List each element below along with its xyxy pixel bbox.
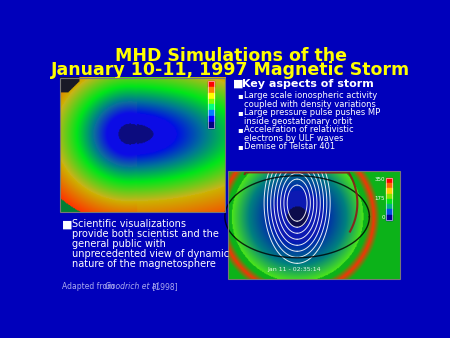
Text: ■: ■ [233,79,243,89]
Bar [387,183,392,188]
Text: coupled with density variations: coupled with density variations [244,100,376,109]
Bar [387,215,392,220]
Bar [208,99,214,104]
Text: Large scale ionospheric activity: Large scale ionospheric activity [244,91,377,100]
Bar [208,116,214,122]
Text: unprecedented view of dynamic: unprecedented view of dynamic [72,249,229,259]
Bar [387,178,392,220]
Text: Acceleration of relativistic: Acceleration of relativistic [244,125,353,134]
Text: general public with: general public with [72,239,166,249]
Bar [208,81,214,127]
Bar [387,188,392,193]
Bar [387,199,392,204]
Text: Large pressure pulse pushes MP: Large pressure pulse pushes MP [244,108,380,117]
Text: ▪: ▪ [238,108,243,117]
Text: inside geostationary orbit: inside geostationary orbit [244,117,352,126]
Text: Demise of Telstar 401: Demise of Telstar 401 [244,142,335,151]
Text: ▪: ▪ [238,125,243,134]
Text: nature of the magnetosphere: nature of the magnetosphere [72,259,216,269]
Bar [208,81,214,87]
Bar [208,110,214,116]
Bar [60,77,225,212]
Text: ■: ■ [63,219,73,229]
Text: 0: 0 [381,215,385,220]
Text: 175: 175 [374,196,385,201]
Text: ▪: ▪ [238,91,243,100]
Bar [387,204,392,209]
Text: January 10-11, 1997 Magnetic Storm: January 10-11, 1997 Magnetic Storm [51,61,410,78]
Text: provide both scientist and the: provide both scientist and the [72,229,219,239]
Text: ▪: ▪ [238,142,243,151]
Text: Goodrich et al.: Goodrich et al. [105,282,161,291]
Bar [208,122,214,127]
Text: [1998]: [1998] [150,282,178,291]
Text: Adapted from: Adapted from [63,282,117,291]
Text: 350: 350 [374,177,385,182]
Bar [387,193,392,199]
Bar [387,209,392,215]
Bar [387,178,392,183]
Text: electrons by ULF waves: electrons by ULF waves [244,134,343,143]
Text: Jan 11 - 02:35:14: Jan 11 - 02:35:14 [267,267,320,271]
Text: Scientific visualizations: Scientific visualizations [72,219,186,229]
Bar [208,104,214,110]
Bar [208,93,214,99]
Text: MHD Simulations of the: MHD Simulations of the [115,47,346,65]
Bar [228,171,400,279]
Text: Key aspects of storm: Key aspects of storm [242,79,374,89]
Bar [208,87,214,93]
